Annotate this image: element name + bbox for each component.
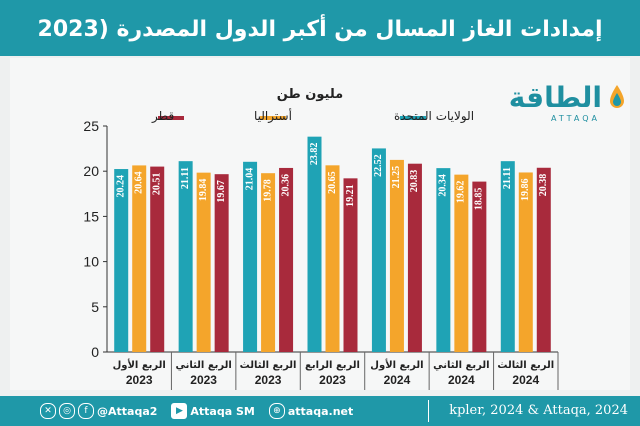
social-handle[interactable]: @Attaqa2: [97, 404, 158, 418]
chart-title: إمدادات الغاز المسال من أكبر الدول المصد…: [37, 17, 603, 86]
globe-icon[interactable]: ⊕: [268, 403, 285, 419]
bar-value-label: 21.25: [391, 166, 402, 189]
x-tick-year-label: 2023: [319, 373, 346, 387]
bar: [407, 163, 422, 352]
bar-value-label: 19.84: [198, 179, 209, 202]
x-tick-label: الربع الأول: [370, 358, 423, 371]
legend-swatch: [260, 116, 286, 120]
bar-value-label: 20.36: [280, 174, 291, 197]
x-tick-label: الربع الرابع: [305, 360, 360, 371]
attaqa-logo: الطاقة ATTAQA: [509, 80, 630, 128]
bar: [500, 161, 515, 352]
x-tick-label: الربع الأول: [113, 358, 166, 371]
bar: [178, 161, 193, 352]
bar: [472, 181, 487, 352]
y-tick-label: 25: [83, 118, 99, 134]
logo-subtext: ATTAQA: [551, 114, 600, 123]
bar: [371, 148, 386, 352]
bar-value-label: 20.34: [438, 174, 449, 197]
bar-value-label: 21.11: [502, 167, 513, 189]
bar-value-label: 19.67: [216, 180, 227, 203]
y-axis-label: مليون طن: [277, 87, 343, 102]
bar-value-label: 20.51: [152, 173, 163, 196]
bar: [389, 159, 404, 352]
instagram-icon[interactable]: ◎: [59, 403, 75, 419]
bar-value-label: 19.86: [520, 178, 531, 201]
bar: [436, 168, 451, 352]
footer-divider: [428, 400, 429, 422]
youtube-group[interactable]: ▶ Attaqa SM: [171, 403, 255, 419]
y-tick-label: 5: [91, 299, 99, 315]
bar: [536, 167, 551, 352]
facebook-icon[interactable]: f: [78, 403, 94, 419]
x-tick-label: الربع الثالث: [240, 360, 297, 371]
bar-value-label: 19.78: [262, 179, 273, 202]
bar: [214, 174, 229, 352]
footer-bar: ✕ ◎ f @Attaqa2 ▶ Attaqa SM ⊕ attaqa.net …: [0, 396, 640, 426]
bar-value-label: 20.64: [134, 171, 145, 194]
bar: [150, 166, 165, 352]
drop-icon: [610, 85, 624, 108]
bar: [307, 136, 322, 352]
y-tick-label: 20: [83, 163, 99, 179]
twitter-group[interactable]: ✕ ◎ f @Attaqa2: [40, 403, 157, 419]
x-tick-year-label: 2023: [190, 373, 217, 387]
bar: [325, 165, 340, 352]
logo-text: الطاقة: [508, 81, 602, 114]
x-tick-year-label: 2024: [448, 373, 475, 387]
y-tick-label: 15: [83, 208, 99, 224]
y-tick-label: 0: [91, 344, 99, 360]
bar: [279, 167, 294, 352]
bar-value-label: 18.85: [474, 188, 485, 211]
bar: [343, 178, 358, 352]
bar: [454, 174, 469, 352]
bar-value-label: 20.65: [327, 171, 338, 194]
legend-swatch: [400, 116, 426, 120]
legend-label: الولايات المتحدة: [394, 109, 474, 124]
website-link[interactable]: attaqa.net: [287, 404, 354, 418]
social-links: ✕ ◎ f @Attaqa2 ▶ Attaqa SM ⊕ attaqa.net: [40, 396, 367, 426]
legend-swatch: [158, 116, 184, 120]
legend-label: أستراليا: [254, 108, 292, 124]
bar-value-label: 20.38: [538, 174, 549, 197]
bar: [114, 169, 129, 352]
source-credit: kpler, 2024 & Attaqa, 2024: [449, 403, 628, 418]
bar: [196, 172, 211, 352]
bar: [261, 173, 276, 352]
chart-area: 0 5 10 15 20 25 20.24 20.64 20.51 الربع الأول 2023…: [10, 58, 630, 390]
bar-value-label: 21.04: [244, 168, 255, 191]
bar: [132, 165, 147, 352]
legend-label: قطر: [151, 109, 174, 124]
bar: [243, 161, 258, 352]
bar-value-label: 19.21: [345, 184, 356, 207]
website-group[interactable]: ⊕ attaqa.net: [268, 403, 354, 419]
x-tick-year-label: 2024: [512, 373, 539, 387]
x-tick-label: الربع الثاني: [175, 360, 231, 371]
title-bar: إمدادات الغاز المسال من أكبر الدول المصد…: [0, 0, 640, 86]
bar-value-label: 19.62: [456, 181, 467, 204]
x-tick-label: الربع الثاني: [433, 360, 489, 371]
bar-value-label: 22.52: [373, 154, 384, 177]
x-icon[interactable]: ✕: [40, 403, 56, 419]
bar-value-label: 20.24: [116, 175, 127, 198]
youtube-channel[interactable]: Attaqa SM: [190, 404, 255, 418]
x-tick-label: الربع الثالث: [497, 360, 554, 371]
bar: [518, 172, 533, 352]
youtube-icon[interactable]: ▶: [171, 403, 188, 419]
bar-chart: 0 5 10 15 20 25 20.24 20.64 20.51 الربع الأول 2023…: [83, 87, 559, 390]
y-tick-label: 10: [83, 254, 99, 270]
bar-value-label: 23.82: [309, 143, 320, 166]
x-tick-year-label: 2023: [255, 373, 282, 387]
bar-value-label: 20.83: [409, 170, 420, 193]
bar-value-label: 21.11: [180, 167, 191, 189]
x-tick-year-label: 2023: [126, 373, 153, 387]
x-tick-year-label: 2024: [384, 373, 411, 387]
